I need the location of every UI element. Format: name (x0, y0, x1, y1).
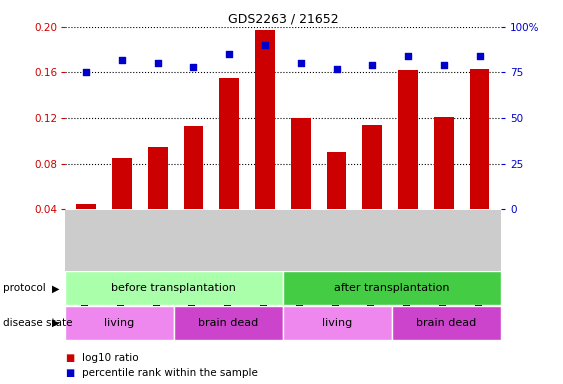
Point (189, 64, 198, 70)
Bar (398, 70, 418, 255)
Bar (434, 117, 454, 255)
Text: brain dead: brain dead (198, 318, 258, 328)
Text: living: living (323, 318, 352, 328)
Bar (283, 306, 392, 340)
Bar (174, 306, 283, 340)
Bar (112, 158, 132, 255)
Bar (184, 126, 203, 255)
Text: ▶: ▶ (52, 318, 59, 328)
Text: protocol: protocol (3, 283, 46, 293)
Text: after transplantation: after transplantation (334, 283, 450, 293)
Point (82, 70, 91, 76)
Bar (327, 152, 346, 255)
Point (404, 53, 413, 59)
Text: ■: ■ (65, 353, 74, 363)
Point (153, 60, 162, 66)
Text: ▶: ▶ (52, 283, 59, 293)
Title: GDS2263 / 21652: GDS2263 / 21652 (227, 13, 338, 26)
Text: brain dead: brain dead (417, 318, 477, 328)
Text: disease state: disease state (3, 318, 72, 328)
Bar (220, 78, 239, 255)
Point (439, 62, 448, 68)
Point (475, 53, 484, 59)
Bar (283, 271, 501, 305)
Point (368, 62, 377, 68)
Text: ■: ■ (65, 368, 74, 378)
Bar (470, 69, 489, 255)
Bar (255, 30, 275, 255)
Text: before transplantation: before transplantation (111, 283, 236, 293)
Point (261, 42, 270, 48)
Bar (148, 147, 168, 255)
Point (332, 66, 341, 72)
Bar (291, 118, 311, 255)
Text: living: living (104, 318, 135, 328)
Point (118, 56, 127, 63)
Bar (363, 125, 382, 255)
Point (225, 51, 234, 57)
Bar (65, 271, 283, 305)
Text: log10 ratio: log10 ratio (82, 353, 138, 363)
Point (296, 60, 305, 66)
Text: percentile rank within the sample: percentile rank within the sample (82, 368, 257, 378)
Bar (65, 306, 174, 340)
Bar (77, 204, 96, 255)
Bar (392, 306, 501, 340)
